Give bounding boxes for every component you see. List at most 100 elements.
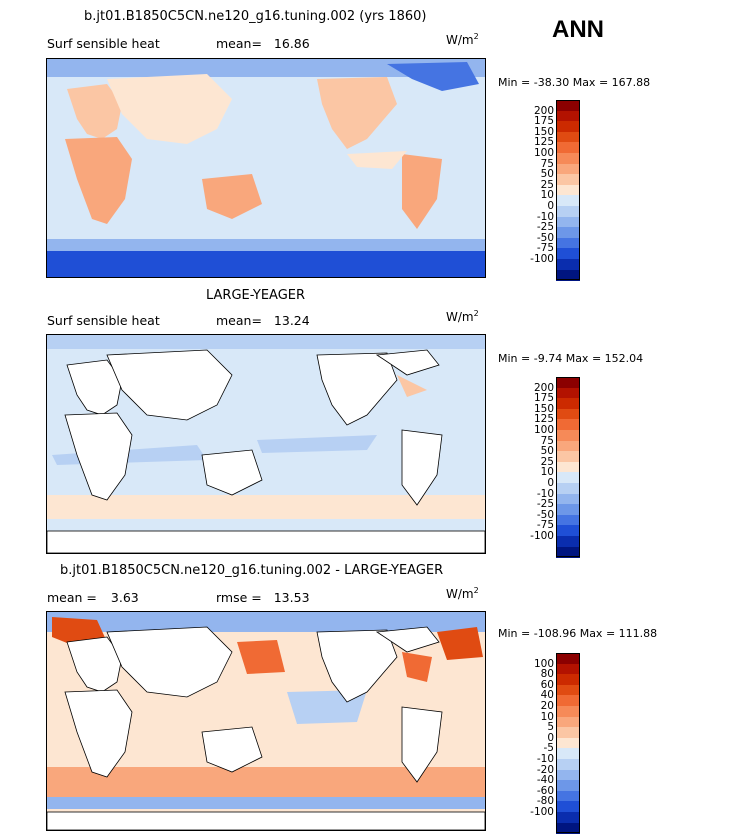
- colorbar-swatch: [556, 525, 580, 537]
- tropical-band: [347, 151, 407, 169]
- tropical-band-east: [257, 435, 377, 453]
- rmse-label-text: rmse =: [216, 590, 262, 605]
- colorbar-swatch: [556, 153, 580, 165]
- max-value: 167.88: [611, 76, 651, 89]
- colorbar-swatch: [556, 546, 580, 558]
- min-value: -9.74: [533, 352, 563, 365]
- colorbar-swatch: [556, 259, 580, 271]
- colorbar-tick-label: -60: [536, 784, 554, 797]
- colorbar-tick-label: 0: [547, 731, 554, 744]
- map-bottom: [47, 612, 485, 830]
- southern-band: [47, 239, 485, 251]
- colorbar-swatch: [556, 206, 580, 218]
- colorbar-swatch: [556, 706, 580, 718]
- mean-label: mean= 16.86: [216, 36, 310, 51]
- antarctica: [47, 811, 485, 830]
- units-text: W/m: [446, 310, 474, 324]
- max-value: 152.04: [604, 352, 644, 365]
- colorbar-swatch: [556, 769, 580, 781]
- colorbar-tick-label: -5: [543, 742, 554, 755]
- colorbar-swatch: [556, 419, 580, 431]
- panel-title: LARGE-YEAGER: [206, 288, 306, 303]
- colorbar-tick-label: 100: [533, 147, 554, 159]
- map-panel: [46, 334, 486, 554]
- colorbar-swatch: [556, 408, 580, 420]
- colorbar-tick-label: -10: [536, 210, 554, 223]
- colorbar-swatch: [556, 184, 580, 196]
- colorbar-frame: [556, 100, 580, 281]
- colorbar-swatch: [556, 248, 580, 260]
- colorbar-swatch: [556, 663, 580, 675]
- colorbar-tick-label: 175: [533, 392, 554, 405]
- map-panel: [46, 611, 486, 831]
- africa: [64, 412, 133, 501]
- colorbar-swatch: [556, 790, 580, 802]
- colorbar-tick-label: -100: [530, 806, 554, 818]
- mean-value: 3.63: [110, 590, 139, 605]
- asia: [106, 626, 233, 698]
- africa: [65, 137, 132, 224]
- mean-label-text: mean =: [47, 590, 97, 605]
- colorbar-swatch: [556, 451, 580, 463]
- min-label: Min =: [498, 352, 531, 365]
- mean-label: mean= 13.24: [216, 313, 310, 328]
- colorbar-swatch: [556, 822, 580, 834]
- colorbar-swatch: [556, 398, 580, 410]
- colorbar-tick-label: -100: [530, 253, 554, 265]
- north-america: [317, 77, 397, 149]
- rmse-value: 13.53: [273, 590, 310, 605]
- colorbar-tick-label: 75: [540, 157, 554, 170]
- units-superscript: 2: [473, 586, 479, 595]
- south-america: [401, 706, 443, 783]
- southern-band: [47, 495, 485, 519]
- colorbar-tick-label: -10: [536, 487, 554, 500]
- colorbar-swatch: [556, 131, 580, 143]
- minmax-label: Min = -108.96 Max = 111.88: [498, 627, 657, 640]
- colorbar-swatch: [556, 174, 580, 186]
- antarctica: [47, 530, 485, 553]
- colorbar-swatch: [556, 695, 580, 707]
- colorbar-tick-label: 10: [540, 710, 554, 723]
- field-label: Surf sensible heat: [47, 36, 160, 51]
- mean-label-text: mean=: [216, 313, 262, 328]
- colorbar-swatch: [556, 780, 580, 792]
- season-label: ANN: [552, 16, 604, 43]
- asia: [106, 349, 233, 421]
- south-america: [402, 154, 442, 229]
- gulf-stream: [397, 375, 427, 397]
- colorbar-swatch: [556, 269, 580, 281]
- colorbar-tick-label: 0: [547, 200, 554, 212]
- colorbar-tick-label: 25: [540, 455, 554, 468]
- colorbar-swatch: [556, 514, 580, 526]
- australia: [201, 726, 263, 773]
- colorbar-swatch: [556, 684, 580, 696]
- europe: [67, 84, 122, 139]
- arctic-band: [47, 612, 485, 632]
- colorbar-tick-label: 50: [540, 168, 554, 181]
- colorbar-swatch: [556, 737, 580, 749]
- colorbar-frame: [556, 377, 580, 558]
- colorbar-swatch: [556, 472, 580, 484]
- colorbar-swatch: [556, 142, 580, 154]
- colorbar-tick-label: 150: [533, 125, 554, 138]
- colorbar-tick-label: 200: [533, 381, 554, 394]
- colorbar-tick-label: -50: [536, 231, 554, 244]
- colorbar-tick-label: -80: [536, 795, 554, 808]
- colorbar-tick-label: -25: [536, 221, 554, 234]
- colorbar-tick-label: 100: [533, 657, 554, 670]
- colorbar-swatch: [556, 748, 580, 760]
- mean-label-text: mean=: [216, 36, 262, 51]
- min-label: Min =: [498, 76, 531, 89]
- colorbar-tick-label: 80: [540, 668, 554, 681]
- colorbar-tick-label: 10: [540, 466, 554, 479]
- colorbar-tick-label: 50: [540, 445, 554, 458]
- colorbar-swatch: [556, 812, 580, 824]
- map-panel: [46, 58, 486, 278]
- colorbar-swatch: [556, 163, 580, 175]
- units-superscript: 2: [473, 32, 479, 41]
- colorbar-swatch: [556, 110, 580, 122]
- units-superscript: 2: [473, 309, 479, 318]
- colorbar-tick-label: -75: [536, 242, 554, 255]
- colorbar-swatch: [556, 759, 580, 771]
- africa: [64, 689, 133, 778]
